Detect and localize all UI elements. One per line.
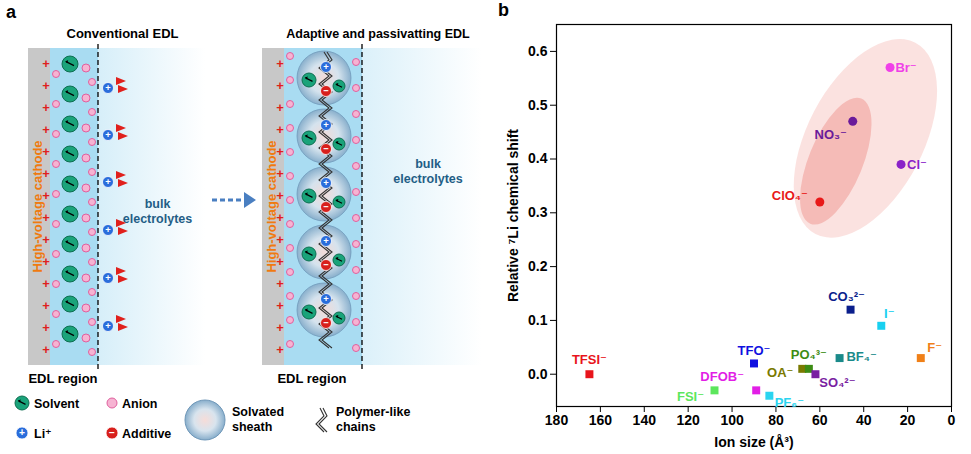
- svg-text:+: +: [105, 177, 111, 187]
- svg-text:High-voltage cathode: High-voltage cathode: [30, 140, 45, 272]
- svg-text:FSI⁻: FSI⁻: [677, 389, 704, 404]
- svg-text:+: +: [323, 62, 329, 72]
- svg-text:0.4: 0.4: [528, 150, 548, 166]
- svg-text:Adaptive and passivatting EDL: Adaptive and passivatting EDL: [286, 27, 470, 41]
- svg-text:SO₄²⁻: SO₄²⁻: [819, 375, 855, 390]
- svg-text:+: +: [105, 273, 111, 283]
- svg-text:Conventional EDL: Conventional EDL: [67, 26, 179, 41]
- svg-text:+: +: [276, 298, 284, 313]
- svg-text:+: +: [323, 120, 329, 130]
- svg-text:0.6: 0.6: [528, 43, 548, 59]
- svg-text:a: a: [6, 2, 17, 22]
- svg-text:0.2: 0.2: [528, 258, 548, 274]
- svg-text:F⁻: F⁻: [927, 340, 942, 355]
- svg-text:EDL region: EDL region: [28, 371, 97, 386]
- svg-text:+: +: [276, 100, 284, 115]
- svg-text:Cl⁻: Cl⁻: [907, 157, 927, 172]
- svg-text:+: +: [323, 236, 329, 246]
- svg-text:+: +: [105, 225, 111, 235]
- svg-text:−: −: [109, 427, 115, 438]
- svg-text:+: +: [42, 56, 50, 71]
- svg-text:−: −: [323, 144, 329, 154]
- svg-text:Anion: Anion: [122, 397, 157, 411]
- svg-text:+: +: [42, 320, 50, 335]
- svg-text:0.5: 0.5: [528, 97, 548, 113]
- svg-text:+: +: [323, 294, 329, 304]
- svg-text:+: +: [42, 276, 50, 291]
- svg-text:+: +: [19, 427, 25, 438]
- svg-text:OA⁻: OA⁻: [767, 365, 793, 380]
- svg-text:EDL region: EDL region: [277, 371, 346, 386]
- svg-text:TFO⁻: TFO⁻: [738, 343, 771, 358]
- svg-text:Ion size (Å³): Ion size (Å³): [714, 434, 793, 450]
- svg-text:Li⁺: Li⁺: [34, 427, 52, 441]
- svg-text:Br⁻: Br⁻: [895, 60, 916, 75]
- svg-text:0: 0: [948, 412, 956, 428]
- svg-text:Polymer-likechains: Polymer-likechains: [336, 405, 410, 434]
- svg-text:DFOB⁻: DFOB⁻: [700, 369, 744, 384]
- svg-text:+: +: [42, 100, 50, 115]
- svg-text:+: +: [105, 130, 111, 140]
- svg-text:+: +: [276, 342, 284, 357]
- html-text:b: b: [498, 0, 509, 20]
- svg-text:+: +: [276, 122, 284, 137]
- svg-text:ClO₄⁻: ClO₄⁻: [772, 188, 808, 203]
- svg-text:40: 40: [856, 412, 872, 428]
- svg-text:+: +: [42, 342, 50, 357]
- svg-text:+: +: [276, 276, 284, 291]
- svg-text:TFSI⁻: TFSI⁻: [572, 352, 607, 367]
- svg-text:+: +: [276, 78, 284, 93]
- svg-text:Solvatedsheath: Solvatedsheath: [232, 405, 284, 434]
- svg-text:bulkelectrolytes: bulkelectrolytes: [123, 197, 193, 226]
- svg-text:+: +: [42, 298, 50, 313]
- svg-text:60: 60: [812, 412, 828, 428]
- svg-text:−: −: [323, 202, 329, 212]
- svg-text:+: +: [42, 122, 50, 137]
- svg-text:0.3: 0.3: [528, 204, 548, 220]
- svg-text:160: 160: [589, 412, 613, 428]
- svg-text:+: +: [323, 178, 329, 188]
- svg-text:Additive: Additive: [122, 427, 171, 441]
- svg-text:100: 100: [720, 412, 744, 428]
- svg-text:PF₆⁻: PF₆⁻: [775, 395, 804, 410]
- svg-text:180: 180: [545, 412, 569, 428]
- svg-text:bulkelectrolytes: bulkelectrolytes: [393, 157, 463, 186]
- svg-text:+: +: [105, 321, 111, 331]
- svg-text:0.1: 0.1: [528, 312, 548, 328]
- svg-text:+: +: [276, 56, 284, 71]
- svg-text:I⁻: I⁻: [884, 306, 894, 321]
- svg-text:BF₄⁻: BF₄⁻: [846, 349, 876, 364]
- svg-text:0.0: 0.0: [528, 366, 548, 382]
- svg-text:140: 140: [633, 412, 657, 428]
- svg-text:−: −: [323, 318, 329, 328]
- svg-text:CO₃²⁻: CO₃²⁻: [828, 289, 865, 304]
- svg-text:80: 80: [768, 412, 784, 428]
- svg-text:−: −: [323, 260, 329, 270]
- svg-text:+: +: [42, 78, 50, 93]
- svg-text:+: +: [105, 83, 111, 93]
- svg-text:Relative ⁷Li chemical shift: Relative ⁷Li chemical shift: [505, 129, 521, 302]
- svg-text:120: 120: [676, 412, 700, 428]
- svg-text:High-voltage cathode: High-voltage cathode: [264, 140, 279, 272]
- svg-text:+: +: [276, 320, 284, 335]
- svg-text:NO₃⁻: NO₃⁻: [815, 127, 847, 142]
- svg-text:−: −: [323, 86, 329, 96]
- svg-text:PO₄³⁻: PO₄³⁻: [791, 347, 827, 362]
- svg-text:Solvent: Solvent: [34, 397, 80, 411]
- svg-text:20: 20: [900, 412, 916, 428]
